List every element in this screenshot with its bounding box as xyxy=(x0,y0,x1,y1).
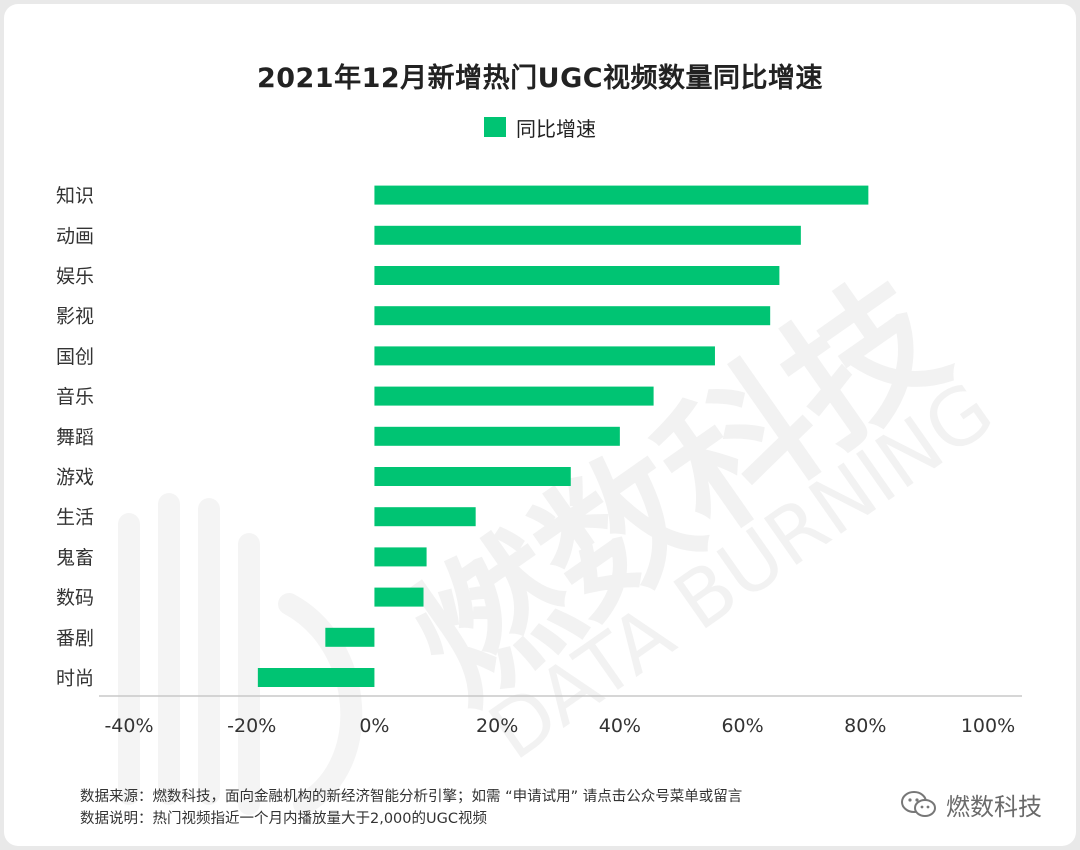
x-tick-label: 60% xyxy=(721,715,763,737)
legend-swatch xyxy=(484,117,506,137)
chart-card: 燃数科技 DATA BURNING 2021年12月新增热门UGC视频数量同比增… xyxy=(4,4,1076,846)
bar-4 xyxy=(374,306,771,326)
wechat-icon xyxy=(901,790,936,817)
x-tick-label: -40% xyxy=(104,715,153,737)
x-tick-label: -20% xyxy=(227,715,276,737)
bar-6 xyxy=(374,386,654,406)
category-label: 音乐 xyxy=(56,386,94,408)
category-label: 数码 xyxy=(56,587,94,609)
bar-7 xyxy=(374,426,620,446)
x-tick-label: 20% xyxy=(476,715,518,737)
legend-label: 同比增速 xyxy=(516,116,596,141)
bar-11 xyxy=(374,587,424,607)
category-label: 鬼畜 xyxy=(56,547,94,569)
bar-9 xyxy=(374,507,476,527)
category-label: 影视 xyxy=(56,306,94,328)
x-tick-label: 80% xyxy=(844,715,886,737)
category-label: 舞蹈 xyxy=(56,426,94,448)
bar-1 xyxy=(374,185,869,205)
category-label: 时尚 xyxy=(56,668,94,690)
chart-title: 2021年12月新增热门UGC视频数量同比增速 xyxy=(256,63,824,94)
bar-5 xyxy=(374,346,715,366)
brand: 燃数科技 xyxy=(900,787,1042,822)
x-tick-label: 40% xyxy=(599,715,641,737)
category-label: 知识 xyxy=(56,185,94,207)
category-label: 番剧 xyxy=(56,627,94,649)
footer-source: 数据来源：燃数科技，面向金融机构的新经济智能分析引擎；如需 “申请试用” 请点击… xyxy=(80,789,743,805)
x-tick-label: 0% xyxy=(359,715,389,737)
category-label: 游戏 xyxy=(56,467,94,489)
category-label: 动画 xyxy=(56,225,94,247)
watermark-logo-icon xyxy=(118,493,363,815)
brand-name: 燃数科技 xyxy=(946,793,1042,821)
bar-12 xyxy=(325,627,375,647)
footer-note: 数据说明：热门视频指近一个月内播放量大于2,000的UGC视频 xyxy=(80,811,487,827)
legend: 同比增速 xyxy=(484,114,596,141)
bar-8 xyxy=(374,467,571,486)
bar-13 xyxy=(257,668,375,687)
footer: 数据来源：燃数科技，面向金融机构的新经济智能分析引擎；如需 “申请试用” 请点击… xyxy=(80,786,742,830)
category-label: 生活 xyxy=(56,507,94,529)
bar-10 xyxy=(374,547,427,567)
category-label: 国创 xyxy=(56,346,94,368)
bar-3 xyxy=(374,266,780,285)
category-label: 娱乐 xyxy=(56,266,94,288)
x-tick-label: 100% xyxy=(961,715,1015,737)
bar-2 xyxy=(374,225,801,245)
